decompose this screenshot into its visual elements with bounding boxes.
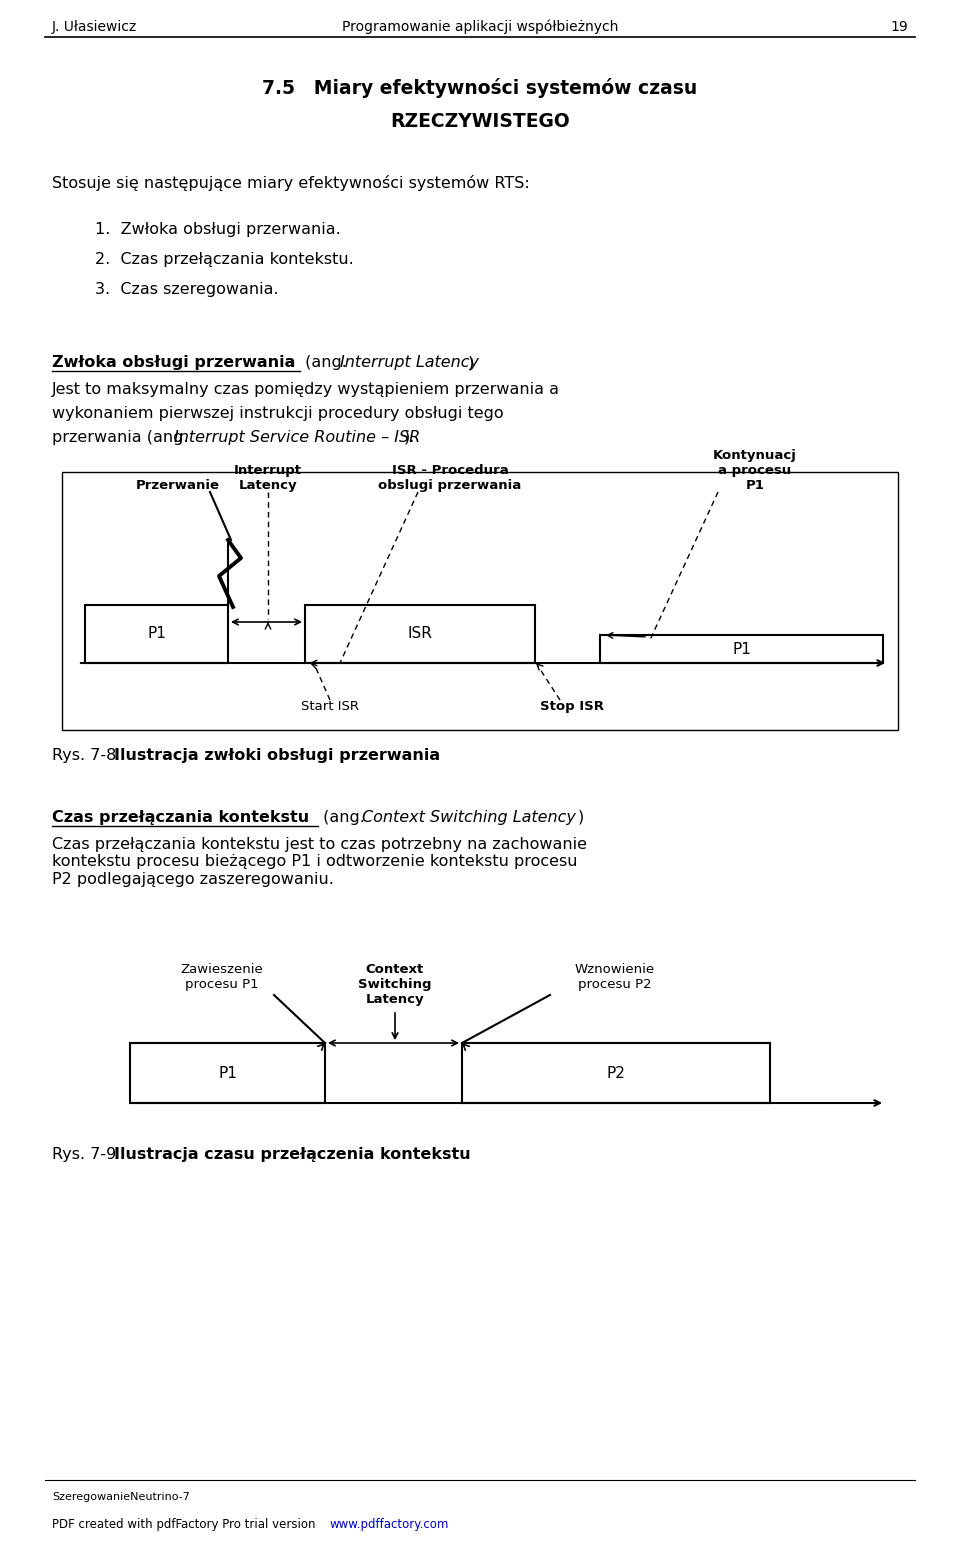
Text: Interrupt Service Routine – ISR: Interrupt Service Routine – ISR	[174, 430, 420, 445]
Text: 1.  Zwłoka obsługi przerwania.: 1. Zwłoka obsługi przerwania.	[95, 222, 341, 238]
Text: P1: P1	[218, 1066, 237, 1080]
Text: P2: P2	[607, 1066, 625, 1080]
Text: Czas przełączania kontekstu: Czas przełączania kontekstu	[52, 810, 309, 825]
Bar	[130, 1043, 325, 1103]
Text: P1: P1	[732, 641, 751, 656]
Text: J. Ułasiewicz: J. Ułasiewicz	[52, 20, 137, 34]
Text: ).: ).	[404, 430, 416, 445]
Text: Rys. 7-9: Rys. 7-9	[52, 1147, 121, 1161]
Text: Przerwanie: Przerwanie	[136, 478, 220, 492]
Bar	[305, 605, 535, 663]
Text: Kontynuacj
a procesu
P1: Kontynuacj a procesu P1	[713, 449, 797, 492]
Text: 7.5 Miary efektywności systemów czasu: 7.5 Miary efektywności systemów czasu	[262, 78, 698, 98]
Text: Stop ISR: Stop ISR	[540, 700, 604, 713]
Text: (ang.: (ang.	[318, 810, 370, 825]
Bar	[85, 605, 228, 663]
Text: PDF created with pdfFactory Pro trial version: PDF created with pdfFactory Pro trial ve…	[52, 1518, 320, 1532]
Bar	[462, 1043, 770, 1103]
Text: wykonaniem pierwszej instrukcji procedury obsługi tego: wykonaniem pierwszej instrukcji procedur…	[52, 406, 504, 420]
Text: Start ISR: Start ISR	[301, 700, 359, 713]
Text: SzeregowanieNeutrino-7: SzeregowanieNeutrino-7	[52, 1493, 190, 1502]
Text: 19: 19	[890, 20, 908, 34]
Text: Programowanie aplikacji współbieżnych: Programowanie aplikacji współbieżnych	[342, 20, 618, 34]
Text: Czas przełączania kontekstu jest to czas potrzebny na zachowanie
kontekstu proce: Czas przełączania kontekstu jest to czas…	[52, 838, 587, 886]
Text: Ilustracja czasu przełączenia kontekstu: Ilustracja czasu przełączenia kontekstu	[114, 1147, 470, 1161]
Bar	[62, 472, 898, 730]
Text: Interrupt
Latency: Interrupt Latency	[234, 464, 302, 492]
Text: Context
Switching
Latency: Context Switching Latency	[358, 963, 432, 1007]
Text: ): )	[468, 355, 474, 370]
Text: Jest to maksymalny czas pomiędzy wystąpieniem przerwania a: Jest to maksymalny czas pomiędzy wystąpi…	[52, 381, 560, 397]
Text: Zwłoka obsługi przerwania: Zwłoka obsługi przerwania	[52, 355, 296, 370]
Text: 3.  Czas szeregowania.: 3. Czas szeregowania.	[95, 281, 278, 297]
Text: Stosuje się następujące miary efektywności systemów RTS:: Stosuje się następujące miary efektywnoś…	[52, 175, 530, 191]
Text: Ilustracja zwłoki obsługi przerwania: Ilustracja zwłoki obsługi przerwania	[114, 749, 440, 763]
Text: 2.  Czas przełączania kontekstu.: 2. Czas przełączania kontekstu.	[95, 252, 353, 267]
Text: RZECZYWISTEGO: RZECZYWISTEGO	[390, 113, 570, 131]
Text: www.pdffactory.com: www.pdffactory.com	[330, 1518, 449, 1532]
Text: ISR - Procedura
obslugi przerwania: ISR - Procedura obslugi przerwania	[378, 464, 521, 492]
Text: Rys. 7-8: Rys. 7-8	[52, 749, 122, 763]
Text: Zawieszenie
procesu P1: Zawieszenie procesu P1	[180, 963, 263, 991]
Text: Interrupt Latency: Interrupt Latency	[340, 355, 479, 370]
Text: P1: P1	[147, 627, 166, 641]
Text: przerwania (ang.: przerwania (ang.	[52, 430, 194, 445]
Text: Wznowienie
procesu P2: Wznowienie procesu P2	[575, 963, 655, 991]
Bar	[600, 635, 883, 663]
Text: ISR: ISR	[408, 627, 432, 641]
Text: (ang.: (ang.	[300, 355, 352, 370]
Text: Context Switching Latency: Context Switching Latency	[362, 810, 576, 825]
Text: ): )	[578, 810, 585, 825]
